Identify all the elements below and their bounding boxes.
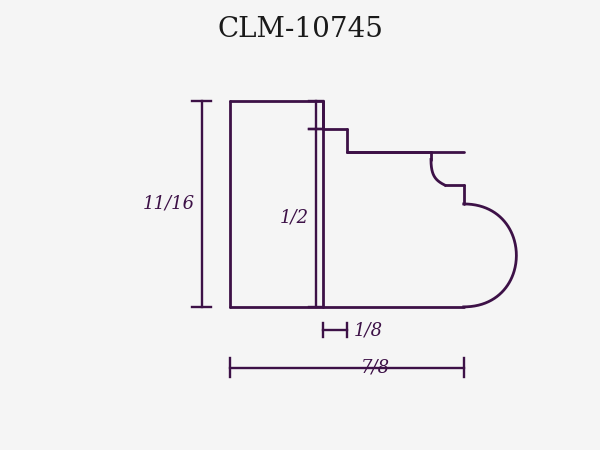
Text: CLM-10745: CLM-10745	[217, 16, 383, 43]
Text: 7/8: 7/8	[361, 359, 390, 377]
Text: 1/2: 1/2	[280, 209, 310, 227]
Text: 1/8: 1/8	[354, 321, 383, 339]
Text: 11/16: 11/16	[143, 195, 195, 213]
